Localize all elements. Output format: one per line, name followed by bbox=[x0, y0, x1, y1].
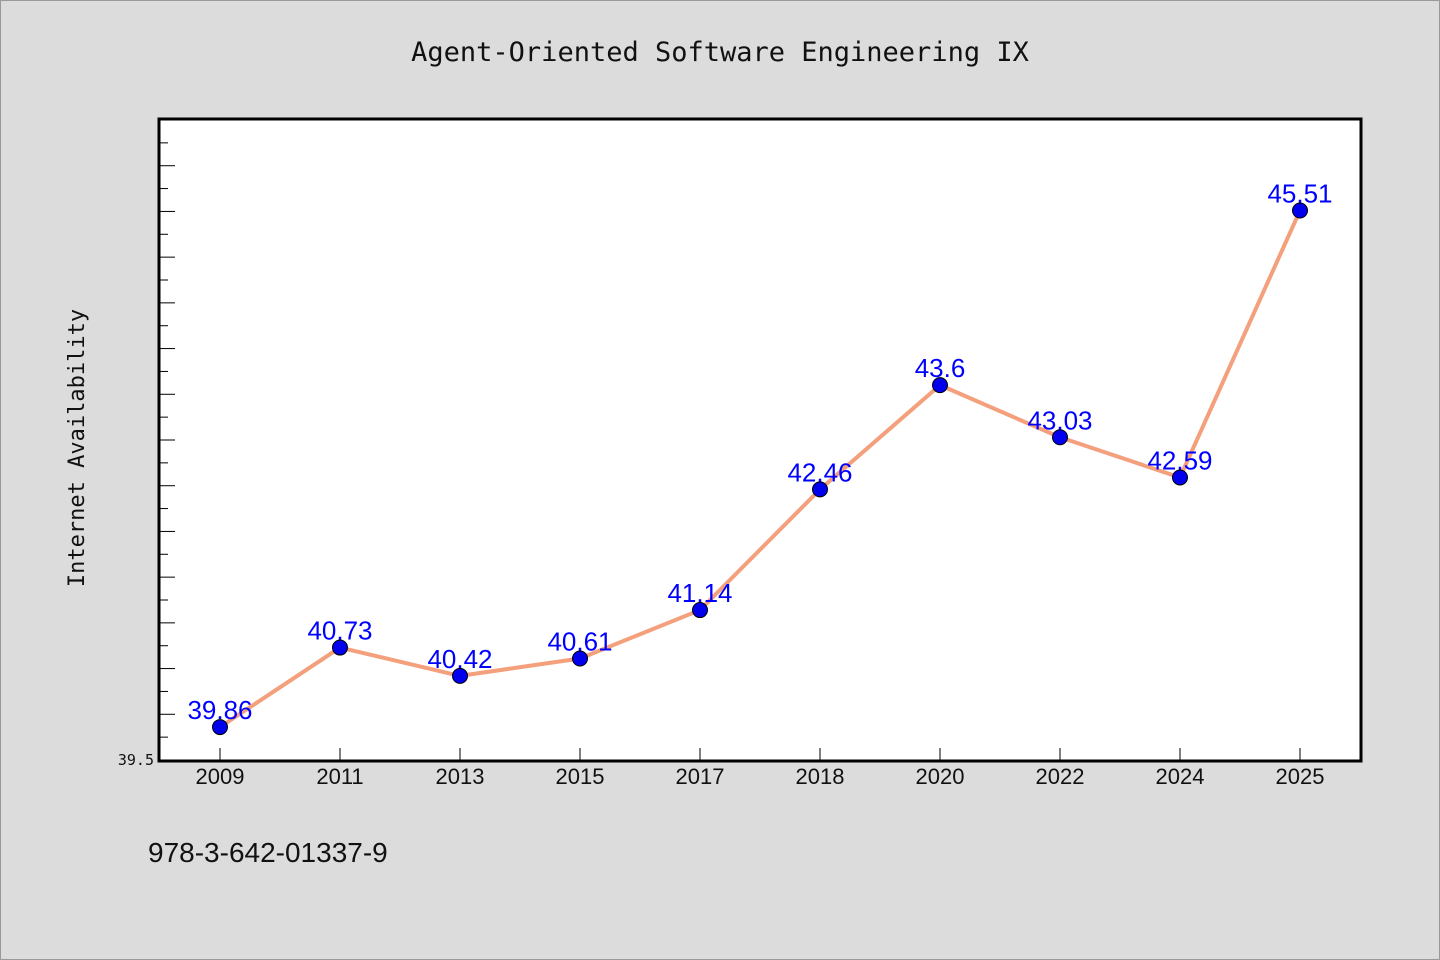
x-tick-label: 2017 bbox=[676, 764, 725, 789]
x-axis-ticks: 2009 2011 2013 2015 2017 2018 2020 2022 2024 2025 bbox=[196, 748, 1325, 789]
data-point bbox=[332, 639, 348, 656]
data-label: 40.42 bbox=[427, 644, 492, 674]
data-point bbox=[452, 667, 468, 684]
data-label: 43.03 bbox=[1027, 405, 1092, 435]
x-tick-label: 2024 bbox=[1156, 764, 1205, 789]
data-label: 39.86 bbox=[187, 695, 252, 725]
data-labels: 39.86 40.73 40.42 40.61 41.14 42.46 43.6 43.03 4… bbox=[187, 179, 1332, 726]
data-label: 43.6 bbox=[915, 353, 966, 383]
x-tick-label: 2022 bbox=[1036, 764, 1085, 789]
series-layer bbox=[212, 202, 1308, 736]
x-tick-label: 2018 bbox=[796, 764, 845, 789]
data-point bbox=[572, 650, 588, 667]
data-label: 42.59 bbox=[1147, 445, 1212, 475]
data-label: 41.14 bbox=[667, 578, 732, 608]
data-point bbox=[1172, 469, 1188, 486]
plot-area bbox=[157, 117, 1363, 763]
y-axis-label: Internet Availability bbox=[65, 309, 90, 587]
data-point bbox=[1052, 429, 1068, 446]
data-label: 45.51 bbox=[1267, 179, 1332, 209]
isbn-footnote: 978-3-642-01337-9 bbox=[148, 837, 388, 868]
chart-title: Agent-Oriented Software Engineering IX bbox=[411, 37, 1029, 68]
data-label: 40.61 bbox=[547, 627, 612, 657]
series-line bbox=[218, 209, 1302, 729]
data-point bbox=[1292, 202, 1308, 219]
x-tick-label: 2013 bbox=[436, 764, 485, 789]
x-tick-label: 2025 bbox=[1276, 764, 1325, 789]
x-tick-label: 2015 bbox=[556, 764, 605, 789]
data-point bbox=[212, 719, 228, 736]
data-point bbox=[932, 377, 948, 394]
data-point bbox=[692, 602, 708, 619]
data-point bbox=[812, 481, 828, 498]
y-axis-ticks: 39.5 bbox=[118, 119, 175, 769]
y-tick-label: 39.5 bbox=[118, 751, 154, 769]
data-label: 40.73 bbox=[307, 616, 372, 646]
x-tick-label: 2011 bbox=[316, 764, 363, 789]
data-label: 42.46 bbox=[787, 457, 852, 487]
x-tick-label: 2020 bbox=[916, 764, 965, 789]
x-tick-label: 2009 bbox=[196, 764, 245, 789]
